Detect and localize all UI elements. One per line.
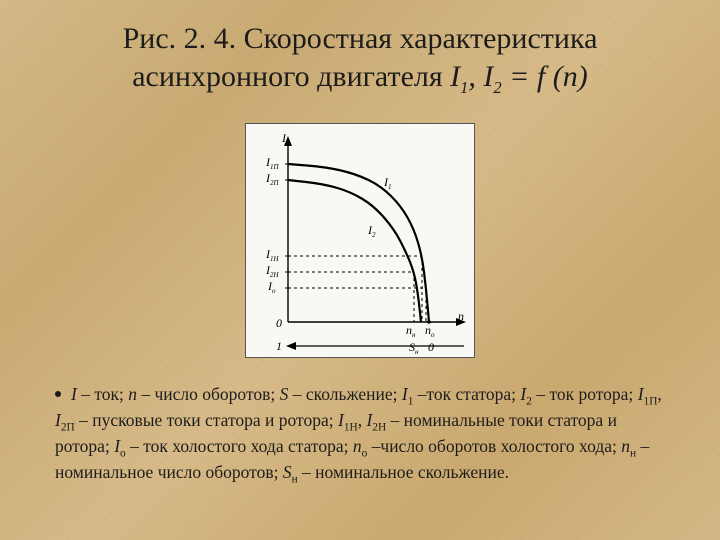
svg-text:Iо: Iо <box>267 279 276 295</box>
title-formula: I1, I2 = f (n) <box>450 60 588 93</box>
svg-text:I2П: I2П <box>265 171 280 187</box>
legend-body: I – ток; n – число оборотов; S – скольже… <box>55 384 662 482</box>
slide-title: Рис. 2. 4. Скоростная характеристика аси… <box>0 0 720 108</box>
bullet-icon <box>55 391 61 397</box>
speed-characteristic-diagram: II1ПI2ПI1НI2НIо01nnнnоSн0I1I2 <box>245 123 475 358</box>
svg-text:0: 0 <box>276 316 282 330</box>
legend-text: I – ток; n – число оборотов; S – скольже… <box>0 383 720 487</box>
svg-text:0: 0 <box>428 340 434 354</box>
svg-text:I1Н: I1Н <box>265 247 280 263</box>
svg-text:nо: nо <box>425 323 435 339</box>
title-line2-prefix: асинхронного двигателя <box>132 60 450 93</box>
svg-text:n: n <box>458 309 464 323</box>
svg-text:I1П: I1П <box>265 155 280 171</box>
title-line1: Рис. 2. 4. Скоростная характеристика <box>123 22 598 55</box>
svg-text:1: 1 <box>276 339 282 353</box>
svg-text:I2: I2 <box>367 223 376 239</box>
svg-text:Sн: Sн <box>409 340 419 356</box>
diagram-container: II1ПI2ПI1НI2НIо01nnнnоSн0I1I2 <box>0 123 720 358</box>
svg-text:I1: I1 <box>383 175 392 191</box>
svg-text:I2Н: I2Н <box>265 263 280 279</box>
svg-text:nн: nн <box>406 323 416 339</box>
diagram-svg: II1ПI2ПI1НI2НIо01nnнnоSн0I1I2 <box>246 124 476 359</box>
